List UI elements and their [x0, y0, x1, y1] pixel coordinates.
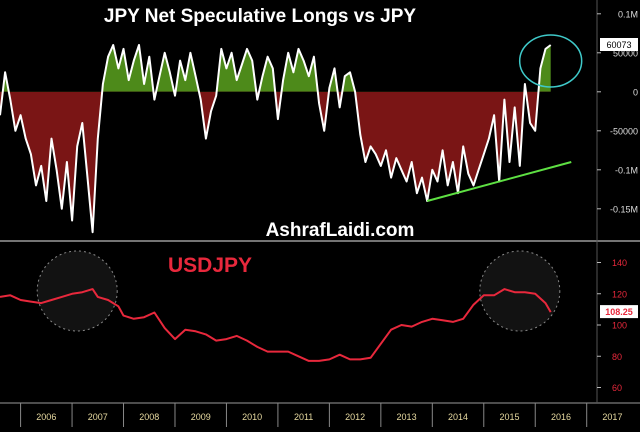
y-tick-label: -50000	[610, 126, 638, 136]
x-tick-label: 2010	[242, 412, 262, 422]
last-value-badge	[600, 305, 638, 319]
last-value-badge	[600, 38, 638, 51]
x-tick-label: 2016	[551, 412, 571, 422]
x-tick-label: 2017	[602, 412, 622, 422]
x-axis: 2006 2007 2008 2009 2010 2011 2012 2013 2014 2015…	[20, 403, 622, 427]
top-panel: 0.1M 50000 0 -50000 -0.1M -0.15M 60073	[0, 9, 638, 234]
x-tick-label: 2012	[345, 412, 365, 422]
y-tick-label: -0.1M	[615, 165, 638, 175]
watermark-text: AshrafLaidi.com	[266, 220, 415, 241]
y-tick-label: 50000	[613, 48, 638, 58]
y-tick-label: 0.1M	[618, 9, 638, 19]
x-tick-label: 2007	[88, 412, 108, 422]
y-tick-label: 80	[612, 352, 622, 362]
negative-area	[0, 91, 539, 233]
y-tick-label: 0	[633, 87, 638, 97]
bottom-panel: 140 120 100 80 60 108.25	[0, 250, 638, 393]
bottom-chart-title: USDJPY	[168, 254, 252, 277]
last-value-label: 60073	[606, 40, 631, 50]
x-tick-label: 2008	[139, 412, 159, 422]
usdjpy-line	[0, 288, 552, 362]
x-tick-label: 2006	[36, 412, 56, 422]
net-longs-line	[0, 44, 552, 234]
x-tick-label: 2013	[397, 412, 417, 422]
highlight-ellipse	[518, 34, 583, 88]
y-tick-label: 100	[612, 321, 627, 331]
x-tick-label: 2009	[191, 412, 211, 422]
last-value-label: 108.25	[605, 307, 633, 317]
y-tick-label: 60	[612, 383, 622, 393]
y-tick-label: 140	[612, 258, 627, 268]
y-tick-label: -0.15M	[610, 204, 638, 214]
x-tick-label: 2015	[499, 412, 519, 422]
x-tick-label: 2011	[294, 412, 313, 422]
support-trendline	[426, 161, 572, 202]
highlight-circle	[36, 250, 118, 332]
x-tick-label: 2014	[448, 412, 468, 422]
highlight-circle	[479, 250, 561, 332]
positive-area	[0, 45, 551, 92]
top-chart-title: JPY Net Speculative Longs vs JPY	[104, 6, 417, 27]
y-tick-label: 120	[612, 289, 627, 299]
